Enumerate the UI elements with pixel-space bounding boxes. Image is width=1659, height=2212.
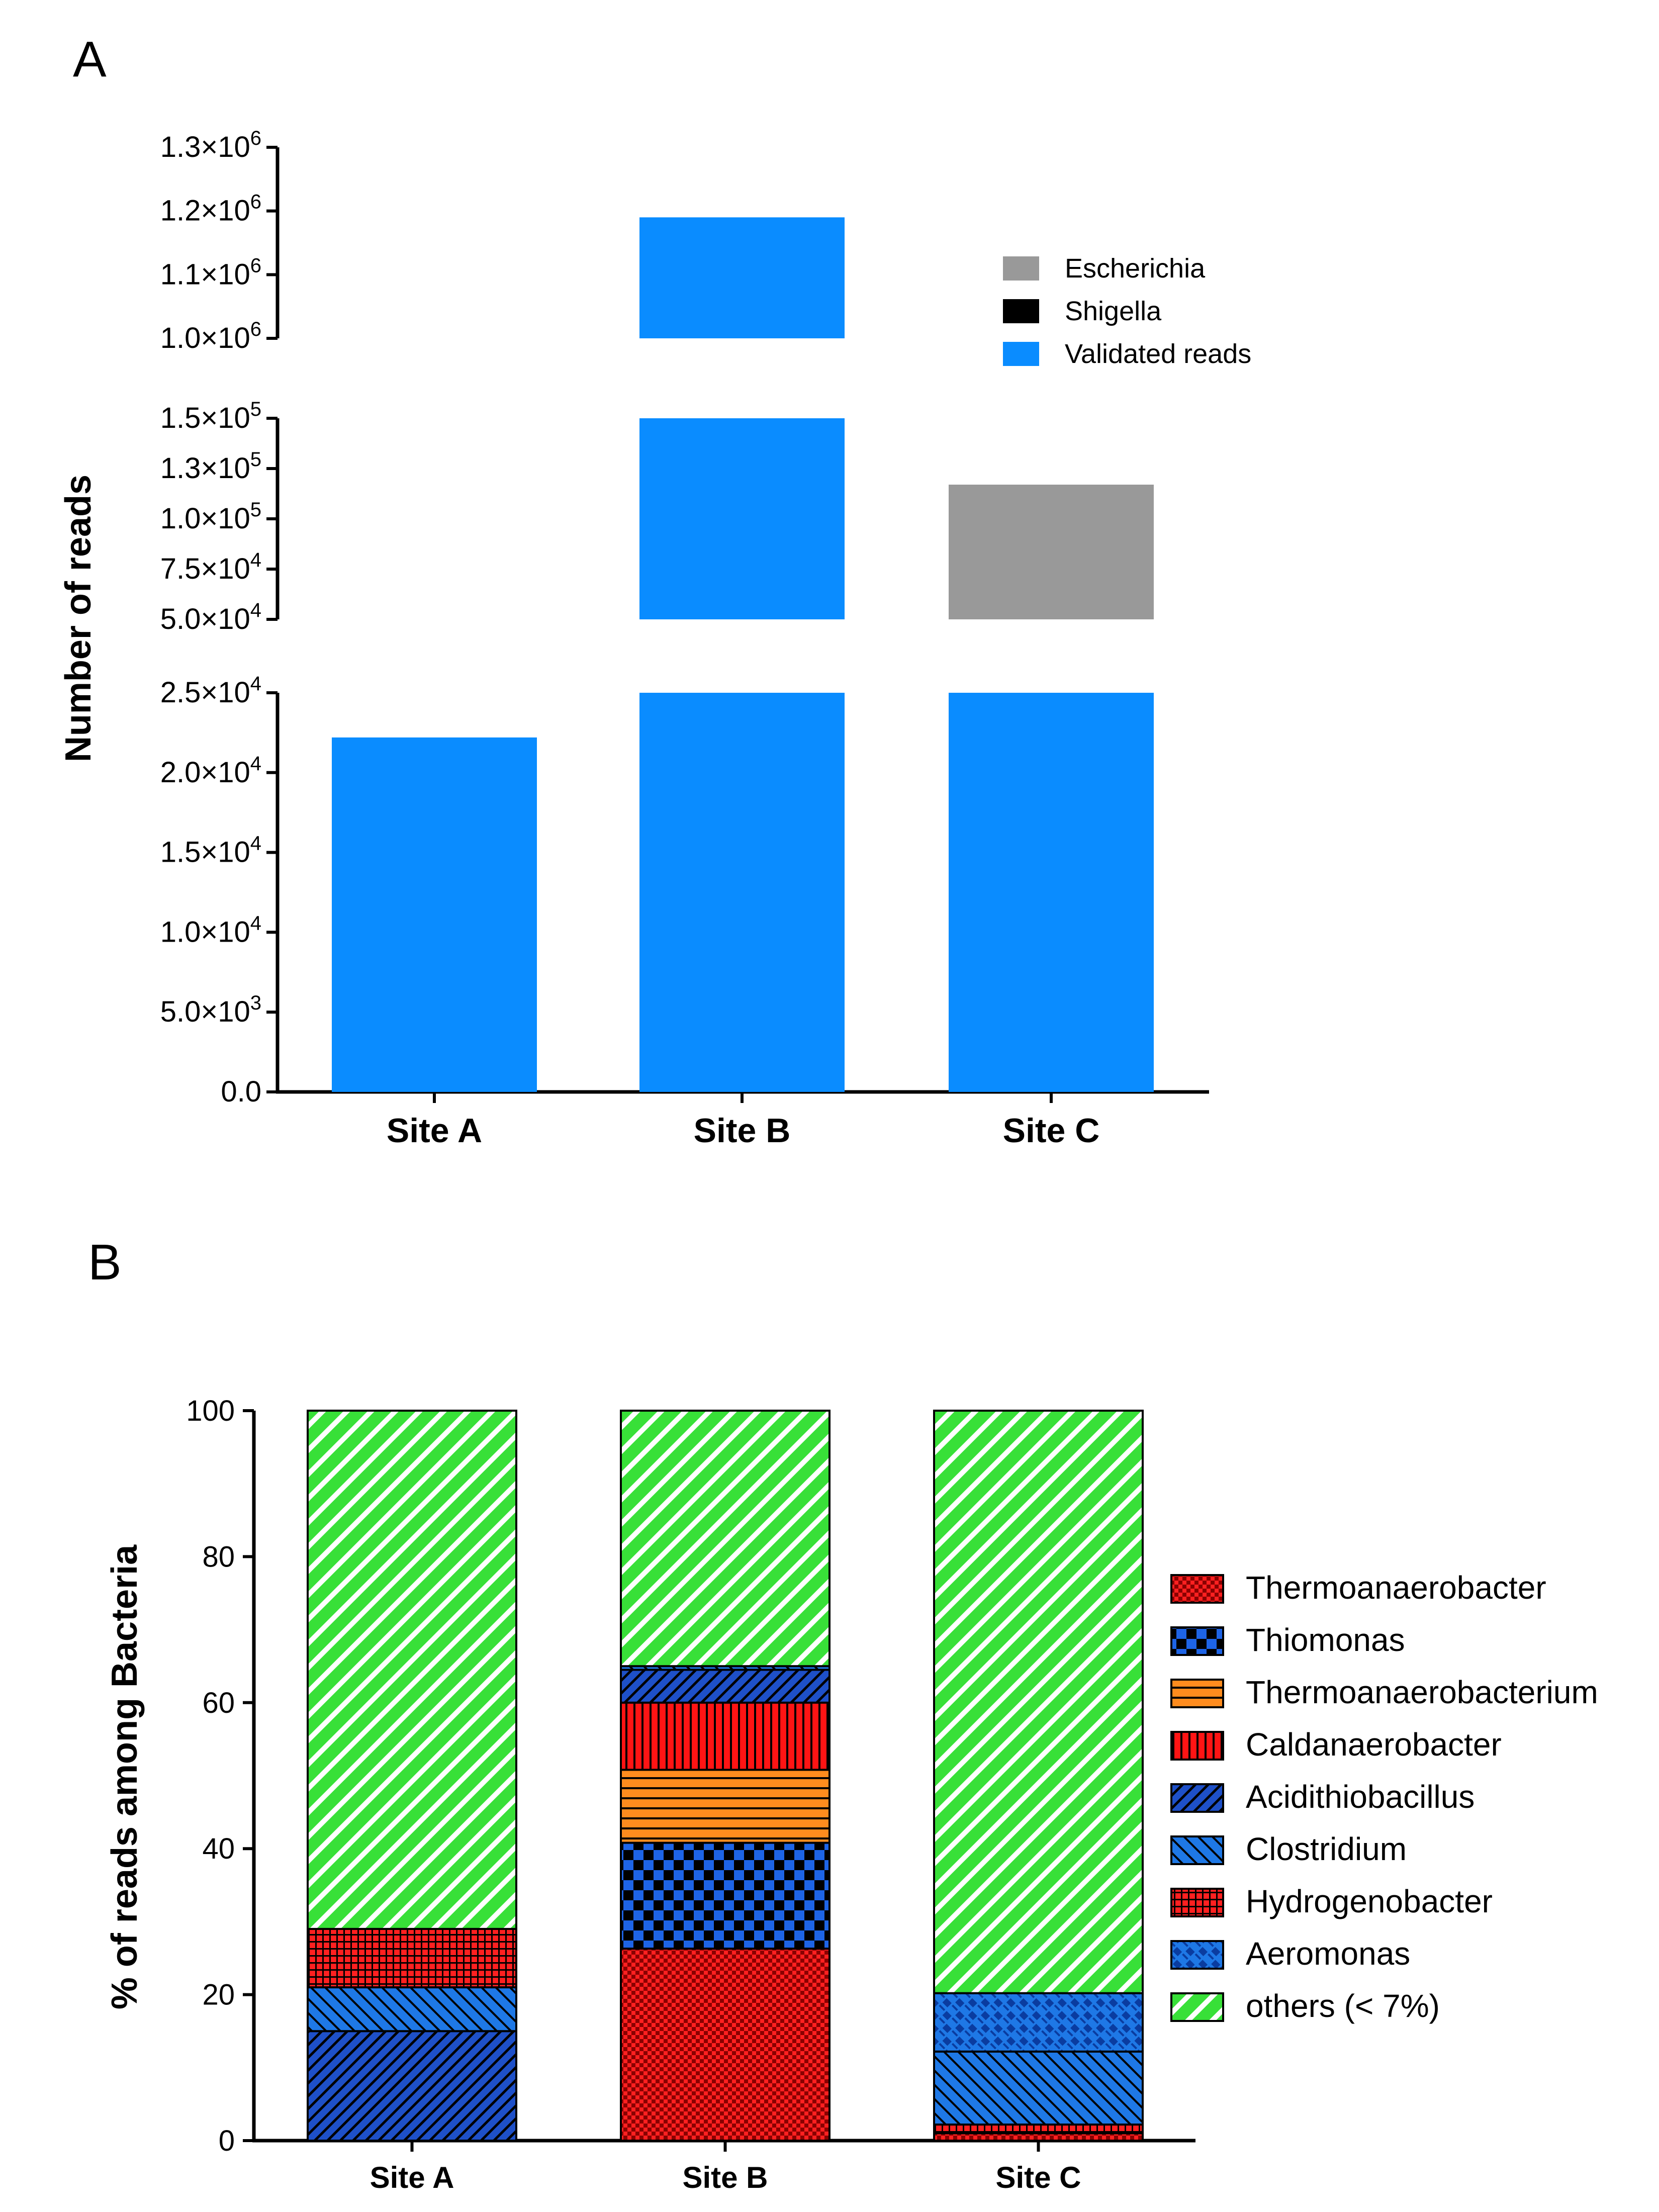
legend-label-aeromonas: Aeromonas [1246, 1935, 1410, 1972]
y-tick-label: 40 [202, 1832, 235, 1865]
legend-swatch-thermoanaerobacterium [1170, 1679, 1224, 1708]
legend-label-hydrogenobacter: Hydrogenobacter [1246, 1883, 1493, 1919]
bar-thermoanaerobacter-site-b [620, 1948, 831, 2142]
legend-swatch-validated-reads [1003, 342, 1039, 366]
legend-label-escherichia: Escherichia [1065, 253, 1206, 284]
legend-swatch-escherichia [1003, 256, 1039, 281]
legend-label-thiomonas: Thiomonas [1246, 1622, 1405, 1658]
legend-swatch-others-7 [1170, 1992, 1224, 2022]
legend-swatch-acidithiobacillus [1170, 1783, 1224, 1813]
y-tick-label: 1.5×105 [160, 398, 261, 434]
legend-swatch-hydrogenobacter [1170, 1888, 1224, 1917]
bar-acidithiobacillus-site-a [307, 2030, 517, 2142]
y-tick-label: 1.3×106 [160, 127, 261, 163]
legend-label-caldanaerobacter: Caldanaerobacter [1246, 1726, 1502, 1763]
bar-hydrogenobacter-site-a [307, 1927, 517, 1989]
legend-label-validated-reads: Validated reads [1065, 339, 1251, 369]
y-tick-label: 1.0×104 [160, 912, 261, 948]
bar-clostridium-site-c [933, 2050, 1144, 2126]
y-tick-label: 2.5×104 [160, 673, 261, 709]
bar-thermoanaerobacterium-site-b [620, 1769, 831, 1844]
bar-others-7-site-b [620, 1410, 831, 1668]
bar-validated-reads-site-a [332, 737, 537, 1092]
y-tick-label: 1.3×105 [160, 448, 261, 485]
y-tick-label: 1.0×105 [160, 499, 261, 535]
y-tick-label: 0 [219, 2125, 235, 2157]
y-tick-label: 80 [202, 1540, 235, 1573]
y-tick-label: 5.0×103 [160, 992, 261, 1028]
legend-swatch-thiomonas [1170, 1626, 1224, 1656]
x-tick-label-site-b: Site B [682, 2161, 768, 2194]
x-tick-label-site-a: Site A [370, 2161, 454, 2194]
bar-others-7-site-a [307, 1410, 517, 1930]
legend-swatch-shigella [1003, 299, 1039, 323]
x-tick-label-site-a: Site A [387, 1112, 482, 1150]
bar-hydrogenobacter-site-c [933, 2124, 1144, 2135]
bar-escherichia-site-c [949, 485, 1154, 619]
y-tick-label: 1.1×106 [160, 254, 261, 291]
bar-others-7-site-c [933, 1410, 1144, 1994]
legend-swatch-aeromonas [1170, 1940, 1224, 1970]
panel-label-b: B [88, 1234, 122, 1291]
legend-label-shigella: Shigella [1065, 296, 1162, 326]
y-tick-label: 0.0 [221, 1075, 261, 1108]
legend-label-acidithiobacillus: Acidithiobacillus [1246, 1779, 1474, 1815]
chart-b: 0 20 40 60 80 100 Site A Site B Site C % of reads… [105, 1395, 1598, 2194]
y-axis-label: % of reads among Bacteria [105, 1544, 145, 2009]
x-tick-label-site-c: Site C [1003, 1112, 1100, 1150]
y-tick-label: 2.0×104 [160, 753, 261, 789]
y-tick-label: 100 [186, 1395, 235, 1427]
legend-swatch-thermoanaerobacter [1170, 1574, 1224, 1604]
y-tick-label: 60 [202, 1687, 235, 1719]
bar-clostridium-site-a [307, 1986, 517, 2033]
legend-label-thermoanaerobacter: Thermoanaerobacter [1246, 1570, 1546, 1606]
legend-swatch-clostridium [1170, 1835, 1224, 1865]
y-tick-label: 20 [202, 1979, 235, 2011]
x-tick-label-site-b: Site B [694, 1112, 791, 1150]
x-tick-label-site-c: Site C [995, 2161, 1081, 2194]
legend-label-clostridium: Clostridium [1246, 1831, 1407, 1867]
y-tick-label: 1.2×106 [160, 191, 261, 227]
y-tick-label: 7.5×104 [160, 549, 261, 585]
bar-thermoanaerobacter-site-c [933, 2132, 1144, 2142]
bar-validated-reads-site-b [639, 418, 845, 619]
legend-label-thermoanaerobacterium: Thermoanaerobacterium [1246, 1674, 1598, 1710]
y-tick-label: 1.0×106 [160, 318, 261, 354]
bar-caldanaerobacter-site-b [620, 1701, 831, 1771]
bar-acidithiobacillus-site-b [620, 1669, 831, 1704]
bar-validated-reads-site-b [639, 693, 845, 1092]
bar-validated-reads-site-c [949, 693, 1154, 1092]
y-tick-label: 5.0×104 [160, 599, 261, 635]
bar-validated-reads-site-b [639, 217, 845, 338]
chart-a: 0.0 5.0×103 1.0×104 1.5×104 2.0×104 2.5×104 5.… [58, 127, 1251, 1150]
panel-label-a: A [73, 31, 107, 87]
legend-swatch-caldanaerobacter [1170, 1731, 1224, 1761]
y-axis-label: Number of reads [58, 475, 99, 762]
bar-aeromonas-site-c [933, 1992, 1144, 2053]
legend-label-others-7: others (< 7%) [1246, 1988, 1440, 2024]
bar-thiomonas-site-b [620, 1841, 831, 1950]
y-tick-label: 1.5×104 [160, 833, 261, 869]
